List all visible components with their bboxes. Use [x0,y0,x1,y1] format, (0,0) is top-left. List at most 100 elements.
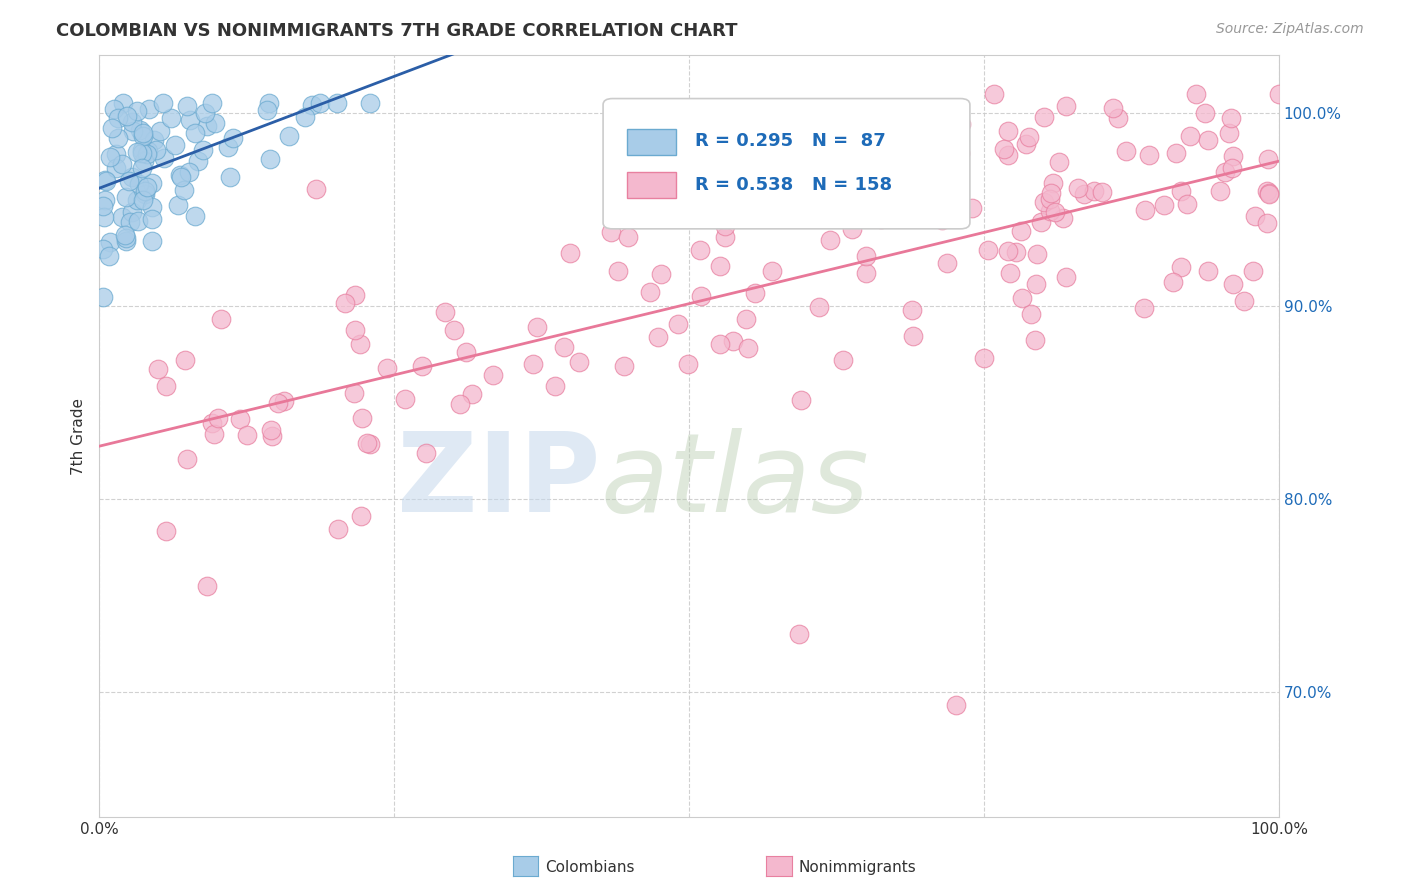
Point [138,144,160,158]
Point [91,199,114,213]
Point [343,287,366,301]
Point [305,182,328,196]
Point [132,153,155,168]
Point [149,124,172,138]
Point [349,337,371,351]
Point [335,296,357,310]
Point [187,154,209,169]
Point [737,341,759,355]
Point [165,138,187,153]
Point [170,170,193,185]
Point [132,129,155,144]
Point [1033,194,1056,209]
Point [522,358,544,372]
Point [761,264,783,278]
Point [841,222,863,236]
Point [411,359,433,373]
Point [950,117,973,131]
Point [911,170,934,185]
Point [785,178,807,193]
Point [159,111,181,125]
Point [443,322,465,336]
FancyBboxPatch shape [627,172,676,198]
Point [129,123,152,137]
Point [262,428,284,442]
Point [568,355,591,369]
Point [1115,144,1137,158]
Point [460,387,482,401]
Point [1170,184,1192,198]
Point [1220,161,1243,176]
Point [141,176,163,190]
Point [101,121,124,136]
Point [260,423,283,437]
Point [169,168,191,182]
Point [1220,111,1243,125]
Point [709,337,731,351]
Point [141,201,163,215]
Text: atlas: atlas [600,428,869,535]
Point [91,242,114,256]
Point [936,256,959,270]
Point [1170,260,1192,274]
Point [638,285,661,300]
Point [1107,112,1129,126]
Point [138,102,160,116]
Point [257,96,280,111]
Point [807,300,830,314]
Point [526,319,548,334]
Point [818,233,841,247]
Point [650,268,672,282]
Point [350,508,373,523]
Point [122,124,145,138]
Point [166,197,188,211]
Point [600,225,623,239]
Point [277,129,299,144]
Point [155,524,177,538]
Point [1175,197,1198,211]
Point [1197,264,1219,278]
Point [434,305,457,319]
Point [1024,333,1046,347]
Point [256,103,278,117]
Point [127,213,149,227]
Point [308,96,330,111]
Point [1137,147,1160,161]
Point [1015,136,1038,151]
Text: Source: ZipAtlas.com: Source: ZipAtlas.com [1216,22,1364,37]
Point [294,111,316,125]
Point [449,397,471,411]
Point [394,392,416,407]
Point [98,235,121,249]
Point [1073,187,1095,202]
Point [103,102,125,116]
Point [831,352,853,367]
FancyBboxPatch shape [627,129,676,155]
Point [973,351,995,366]
Point [1032,110,1054,124]
Point [96,174,118,188]
Point [613,359,636,374]
Point [128,178,150,192]
Point [905,145,928,159]
Point [1019,306,1042,320]
Point [785,209,807,223]
Point [179,113,201,128]
Point [98,150,121,164]
Point [1031,215,1053,229]
Point [93,193,115,207]
Point [998,266,1021,280]
Point [342,386,364,401]
Point [1039,204,1062,219]
Point [98,249,121,263]
Point [1209,184,1232,198]
Point [179,165,201,179]
Point [1039,186,1062,200]
Point [153,151,176,165]
Point [1042,176,1064,190]
Point [173,353,195,368]
Point [359,96,381,111]
Point [155,379,177,393]
Point [676,357,699,371]
Point [721,334,744,348]
